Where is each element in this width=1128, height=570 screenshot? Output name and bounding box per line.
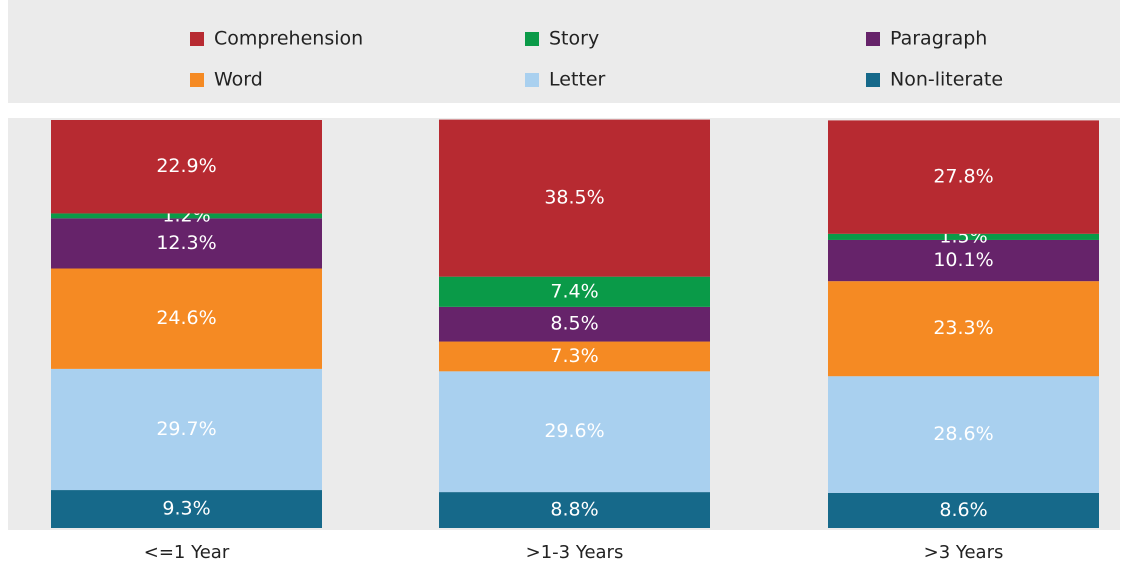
legend-label: Paragraph — [890, 28, 987, 50]
bar-segment — [828, 120, 1099, 234]
segment-label: 7.3% — [550, 345, 598, 367]
bar-segment — [828, 239, 1099, 282]
segment-label: 8.5% — [550, 313, 598, 335]
bar-segment — [439, 341, 710, 372]
bar-segment — [828, 233, 1099, 240]
legend-label: Comprehension — [214, 28, 363, 50]
x-tick-label: >3 Years — [924, 542, 1004, 563]
bar-segment — [51, 268, 322, 369]
legend-swatch — [525, 73, 539, 87]
bar-segment — [51, 120, 322, 214]
bar-segment — [828, 492, 1099, 528]
segment-label: 38.5% — [544, 187, 604, 209]
segment-label: 27.8% — [933, 166, 993, 188]
segment-label: 8.6% — [939, 499, 987, 521]
bar-segment — [51, 490, 322, 528]
segment-label: 28.6% — [933, 423, 993, 445]
bar-segment — [439, 371, 710, 493]
legend-label: Letter — [549, 69, 606, 91]
bar-segment — [51, 218, 322, 269]
bar-segment — [51, 368, 322, 491]
segment-label: 10.1% — [933, 249, 993, 271]
bar-segment — [828, 376, 1099, 493]
legend-label: Non-literate — [890, 69, 1003, 91]
bar-segment — [439, 119, 710, 277]
legend-label: Word — [214, 69, 263, 91]
legend-swatch — [190, 32, 204, 46]
bar-segment — [439, 276, 710, 307]
bar-segment — [828, 281, 1099, 377]
segment-label: 8.8% — [550, 499, 598, 521]
segment-label: 12.3% — [156, 232, 216, 254]
legend-label: Story — [549, 28, 599, 50]
segment-label: 22.9% — [156, 155, 216, 177]
segment-label: 9.3% — [162, 498, 210, 520]
bar-segment — [439, 306, 710, 342]
x-tick-label: <=1 Year — [144, 542, 230, 563]
legend-swatch — [190, 73, 204, 87]
segment-label: 24.6% — [156, 307, 216, 329]
legend-swatch — [866, 73, 880, 87]
segment-label: 29.7% — [156, 418, 216, 440]
segment-label: 29.6% — [544, 420, 604, 442]
legend-swatch — [525, 32, 539, 46]
bar-segment — [439, 492, 710, 528]
legend-swatch — [866, 32, 880, 46]
x-tick-label: >1-3 Years — [526, 542, 624, 563]
bar-segment — [51, 213, 322, 219]
segment-label: 7.4% — [550, 280, 598, 302]
segment-label: 23.3% — [933, 317, 993, 339]
